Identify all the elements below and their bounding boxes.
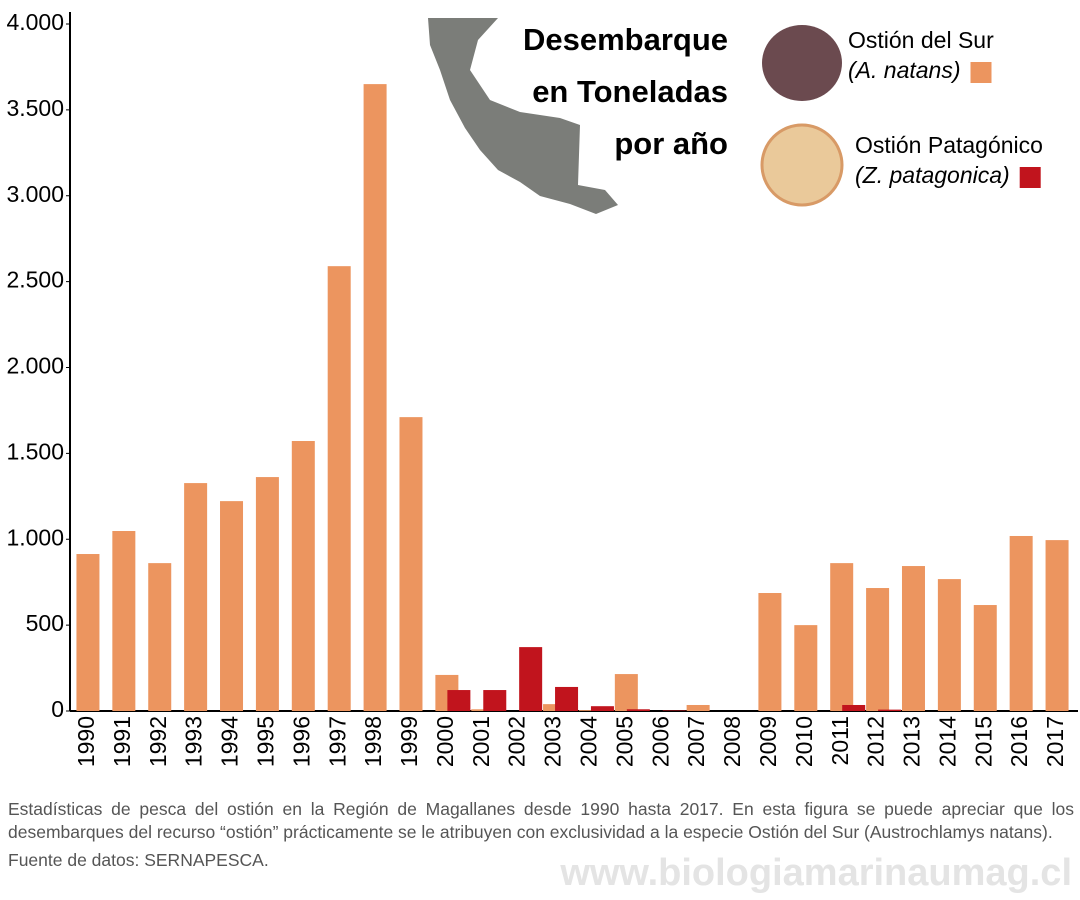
x-tick-label: 2006 (647, 716, 673, 767)
shell-icon (760, 123, 844, 207)
legend-swatch (1019, 167, 1041, 188)
bar (555, 686, 579, 711)
x-tick-label: 2002 (504, 716, 530, 767)
bar (1045, 540, 1069, 711)
caption: Estadísticas de pesca del ostión en la R… (8, 799, 1074, 842)
x-tick-label: 2017 (1042, 716, 1068, 767)
chart-title: en Toneladas (532, 74, 728, 109)
bar (662, 710, 686, 711)
bar (399, 417, 423, 711)
watermark: www.biologiamarinaumag.cl (560, 852, 1072, 894)
chart-title: por año (614, 126, 728, 161)
legend-label: Ostión del Sur (848, 27, 994, 53)
bar (830, 563, 854, 711)
x-tick-label: 2013 (899, 716, 925, 767)
y-tick-label: 4.000 (6, 9, 64, 35)
bar (686, 704, 710, 711)
bar (866, 588, 890, 711)
bar (255, 477, 279, 711)
bar (1009, 535, 1033, 711)
legend-scientific-name: (Z. patagonica) (855, 162, 1010, 188)
x-tick-label: 2014 (934, 716, 960, 767)
x-tick-label: 1996 (288, 716, 314, 767)
x-tick-label: 1998 (360, 716, 386, 767)
x-tick-label: 2016 (1006, 716, 1032, 767)
x-tick-label: 2015 (970, 716, 996, 767)
source: Fuente de datos: SERNAPESCA. (8, 850, 269, 870)
bar (519, 647, 543, 711)
shell-icon (762, 25, 842, 101)
x-tick-label: 1995 (252, 716, 278, 767)
bar (937, 579, 961, 711)
x-tick-label: 2008 (719, 716, 745, 767)
bar (483, 690, 507, 711)
y-tick-label: 500 (26, 610, 64, 636)
bar (291, 441, 315, 711)
x-tick-label: 1991 (109, 716, 135, 767)
bar (112, 531, 136, 711)
bar (471, 709, 495, 711)
map (428, 18, 618, 214)
bar (901, 566, 925, 711)
x-tick-label: 1997 (324, 716, 350, 767)
y-tick-label: 3.500 (6, 95, 64, 121)
chart-title: Desembarque (523, 22, 728, 57)
x-tick-label: 2011 (827, 716, 853, 765)
x-tick-label: 1993 (181, 716, 207, 767)
bar (758, 593, 782, 711)
bar (363, 84, 387, 712)
x-tick-label: 2007 (683, 716, 709, 767)
bar (614, 674, 638, 711)
bar (578, 710, 602, 711)
chart: 0 500 1.000 1.500 2.000 2.500 3.000 3.500 4.000 1… (6, 9, 1078, 767)
bar (76, 554, 100, 711)
bar (973, 605, 997, 711)
x-tick-label: 2000 (432, 716, 458, 767)
bar (220, 501, 244, 711)
x-tick-label: 1990 (73, 716, 99, 767)
x-tick-label: 2005 (611, 716, 637, 767)
x-tick-label: 2012 (863, 716, 889, 767)
x-tick-label: 1999 (396, 716, 422, 767)
y-tick-label: 0 (51, 696, 64, 722)
bar (184, 483, 208, 711)
y-tick-label: 1.500 (6, 438, 64, 464)
legend-swatch (970, 62, 992, 83)
y-tick-label: 2.000 (6, 353, 64, 379)
bar (878, 709, 902, 711)
x-tick-label: 2009 (755, 716, 781, 767)
y-tick-label: 1.000 (6, 524, 64, 550)
x-tick-label: 2010 (791, 716, 817, 767)
legend-label: Ostión Patagónico (855, 132, 1043, 158)
bar (447, 690, 471, 711)
x-tick-label: 1994 (217, 716, 243, 767)
x-tick-label: 2004 (576, 716, 602, 767)
bar (794, 625, 818, 711)
bar (327, 266, 351, 711)
bar (842, 704, 866, 711)
legend-scientific-name: (A. natans) (848, 57, 961, 83)
x-tick-label: 1992 (145, 716, 171, 767)
bar (543, 704, 567, 711)
bar (590, 706, 614, 711)
y-tick-label: 3.000 (6, 181, 64, 207)
x-tick-label: 2001 (468, 716, 494, 767)
y-tick-label: 2.500 (6, 267, 64, 293)
bar (626, 709, 650, 711)
x-tick-label: 2003 (540, 716, 566, 767)
bar (148, 563, 172, 711)
